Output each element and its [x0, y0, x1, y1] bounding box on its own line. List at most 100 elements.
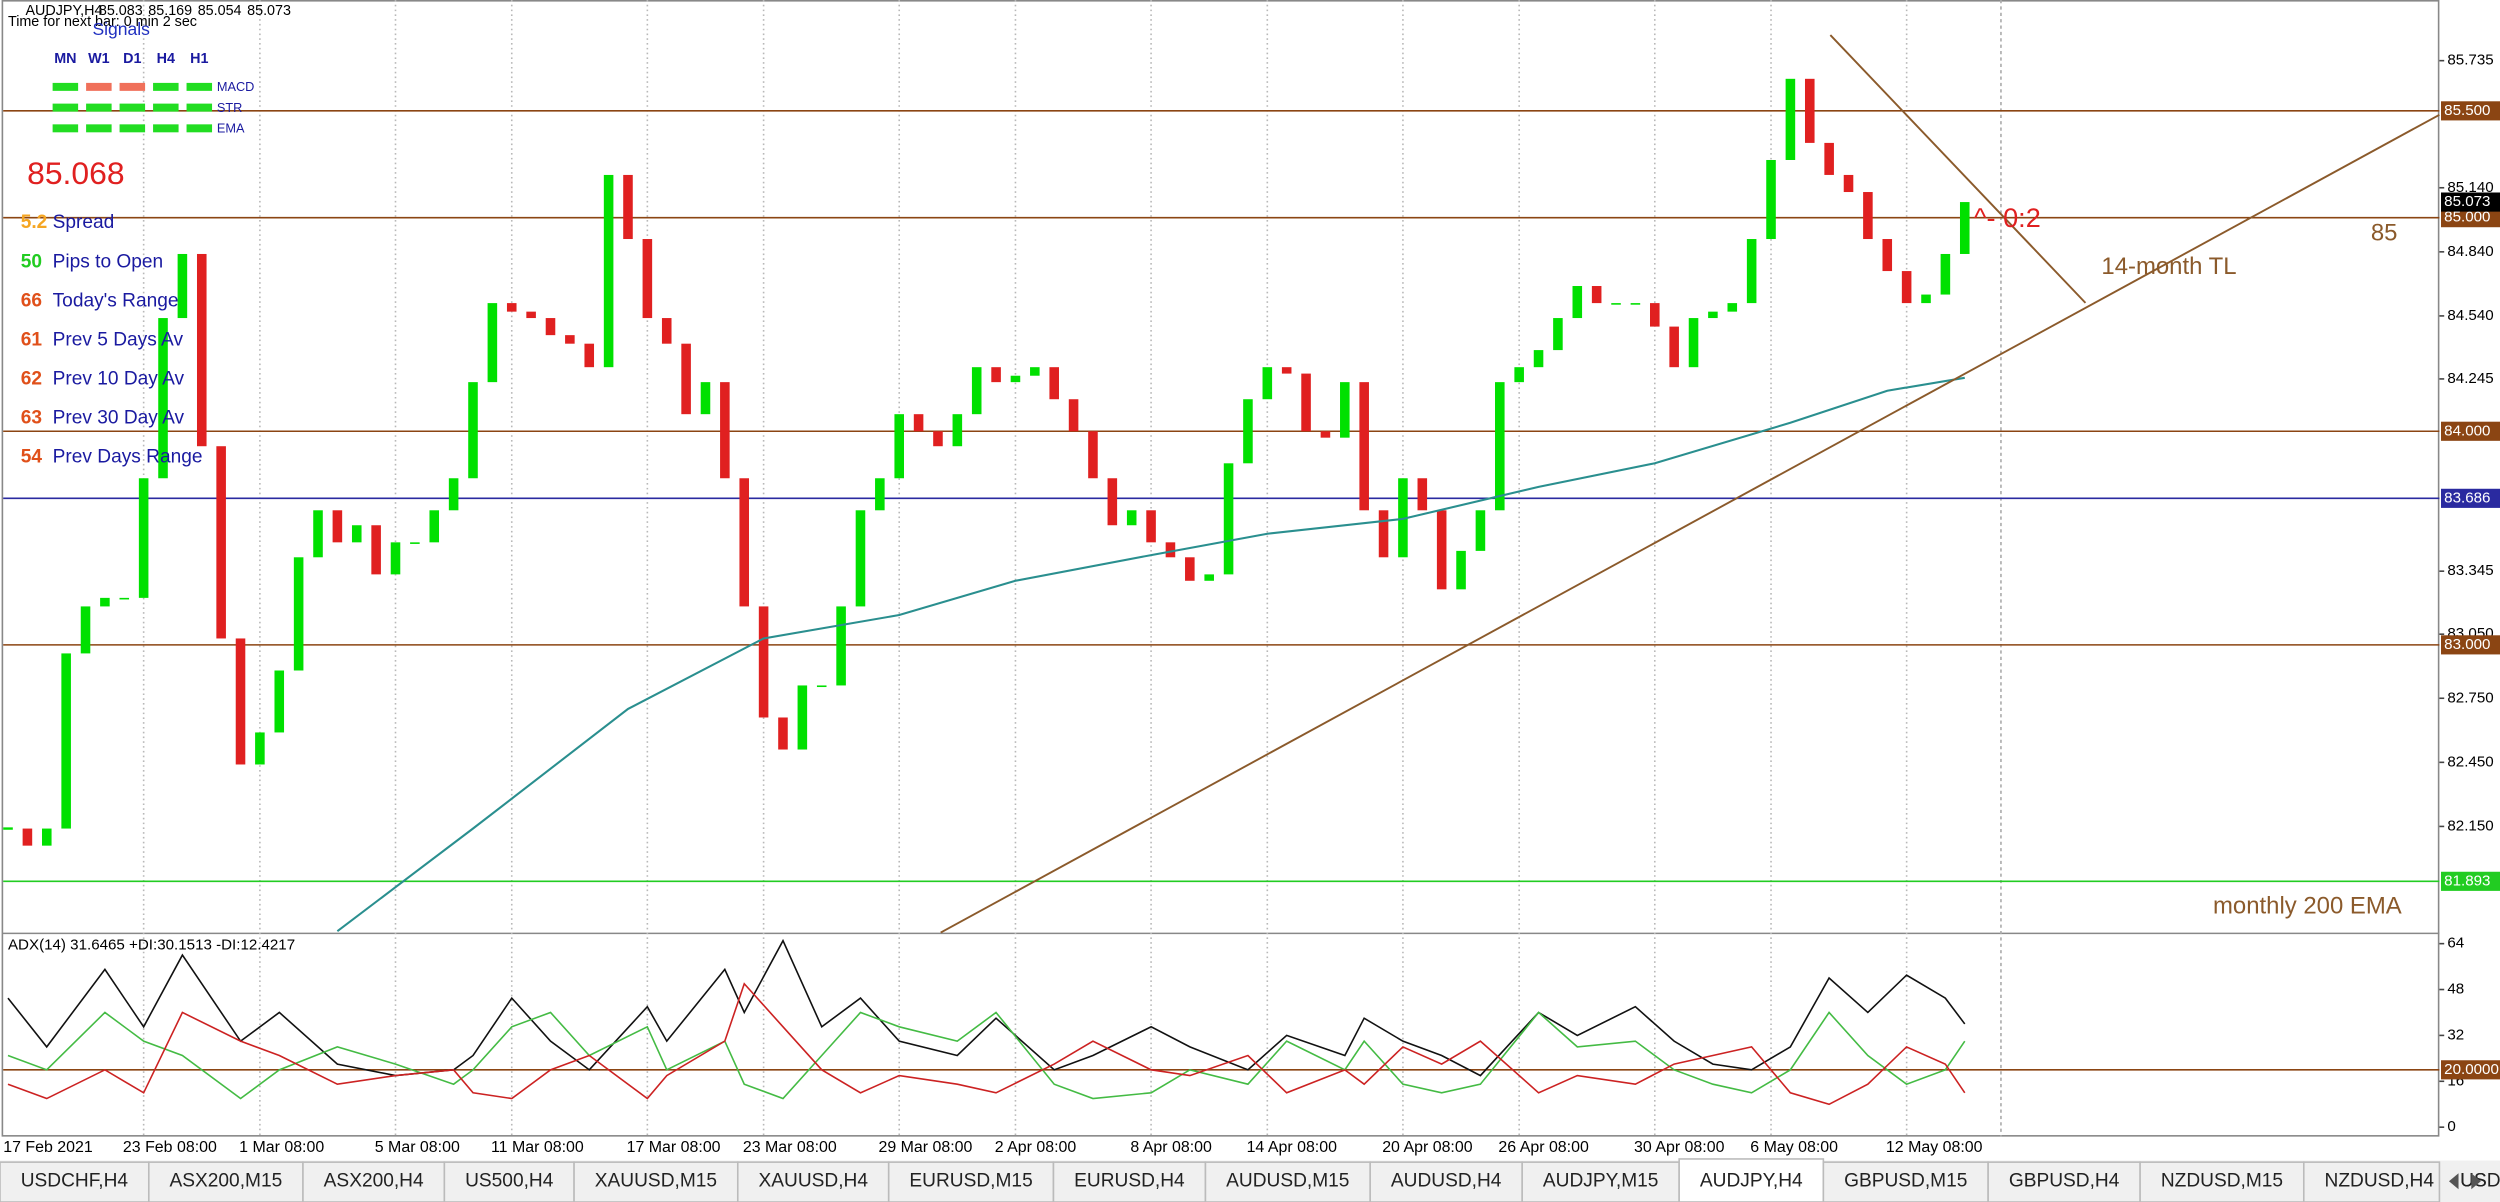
candle: [855, 510, 866, 607]
signal-box: [153, 124, 179, 133]
timeframe-label: W1: [88, 51, 110, 67]
indicator-line: [7, 1011, 1966, 1100]
timeframe-label: H4: [157, 51, 175, 67]
candle: [1126, 510, 1137, 526]
tab[interactable]: [1987, 1161, 2141, 1202]
candle: [797, 685, 808, 750]
tab[interactable]: [1369, 1161, 1523, 1202]
tab-scroll-right[interactable]: [2471, 1173, 2481, 1190]
candle: [1146, 510, 1156, 543]
indicator-title: ADX(14) 31.6465 +DI:30.1513 -DI:12.4217: [8, 936, 295, 953]
y-tick-label: 82.750: [2447, 689, 2493, 706]
tab-label[interactable]: AUDJPY,M15: [1543, 1170, 1659, 1191]
tab-label[interactable]: AUDUSD,H4: [1391, 1170, 1502, 1191]
annotation: monthly 200 EMA: [2213, 892, 2402, 919]
level-box: [2441, 488, 2500, 508]
signal-box: [86, 124, 112, 133]
candle: [1746, 239, 1757, 304]
signal-box: [52, 124, 79, 133]
tab[interactable]: [147, 1161, 304, 1202]
stat-value: 5.2: [21, 212, 48, 233]
candle: [1204, 574, 1214, 581]
tab-label[interactable]: US500,H4: [465, 1170, 554, 1191]
candle: [1824, 142, 1834, 175]
candle: [448, 478, 459, 511]
tab-label[interactable]: NZDUSD,H4: [2325, 1170, 2435, 1191]
candle: [196, 253, 207, 447]
candle: [1301, 373, 1311, 432]
annotation: 14-month TL: [2101, 253, 2236, 280]
stat-value: 61: [21, 329, 43, 350]
level-label: 85.000: [2444, 209, 2490, 226]
tab[interactable]: [573, 1161, 739, 1202]
stat-value: 63: [21, 408, 42, 429]
tab-scroll-left[interactable]: [2448, 1173, 2459, 1190]
candle: [487, 303, 498, 383]
tab-label[interactable]: USDCHF,H4: [21, 1170, 129, 1191]
ohlc-value: 85.169: [148, 3, 192, 19]
tab[interactable]: [443, 1161, 575, 1202]
timeframe-label: D1: [123, 51, 141, 67]
tab[interactable]: [2302, 1161, 2441, 1202]
tab[interactable]: [1521, 1161, 1680, 1202]
stat-label: Prev 10 Day Av: [53, 368, 185, 389]
candle: [623, 174, 633, 240]
tab-label[interactable]: NZDUSD,M15: [2161, 1170, 2283, 1191]
tab[interactable]: [736, 1161, 890, 1202]
tab-label[interactable]: ASX200,H4: [324, 1170, 424, 1191]
tab-label[interactable]: EURUSD,H4: [1074, 1170, 1185, 1191]
candle: [1495, 382, 1505, 511]
tab[interactable]: [887, 1161, 1055, 1202]
tab-label[interactable]: XAUUSD,M15: [595, 1170, 717, 1191]
stat-value: 66: [21, 290, 42, 311]
candle: [1436, 510, 1447, 590]
candle: [1940, 253, 1951, 295]
y-tick-label: 82.450: [2447, 753, 2493, 770]
candle: [1921, 294, 1931, 304]
candle: [526, 311, 536, 319]
tab-label[interactable]: ASX200,M15: [170, 1170, 283, 1191]
candle: [1320, 431, 1331, 438]
candle: [1727, 303, 1738, 312]
candle: [565, 335, 575, 344]
x-tick-label: 26 Apr 08:00: [1498, 1139, 1589, 1156]
tab[interactable]: [2139, 1161, 2305, 1202]
tab-label[interactable]: AUDJPY,H4: [1700, 1170, 1803, 1191]
y-tick-label: 32: [2447, 1026, 2464, 1043]
level-box: [2441, 635, 2500, 655]
candle: [119, 597, 130, 600]
candle: [720, 382, 730, 479]
candle: [1475, 510, 1486, 551]
tab[interactable]: [1822, 1161, 1989, 1202]
chart-frame: [1, 0, 2440, 1137]
level-label: 84.000: [2444, 422, 2490, 439]
tab-label[interactable]: EURUSD,M15: [909, 1170, 1032, 1191]
candle: [816, 685, 827, 688]
candle: [1107, 478, 1118, 526]
tab-label[interactable]: GBPUSD,M15: [1844, 1170, 1967, 1191]
tab-label[interactable]: GBPUSD,H4: [2009, 1170, 2120, 1191]
candle: [1068, 399, 1079, 432]
tab[interactable]: [302, 1161, 446, 1202]
candle: [1591, 286, 1602, 304]
y-tick-label: 85.735: [2447, 52, 2493, 69]
candle: [661, 318, 672, 344]
candle: [681, 343, 691, 415]
candle: [913, 414, 924, 432]
candle: [1611, 303, 1621, 305]
x-tick-label: 17 Feb 2021: [3, 1139, 93, 1156]
candle: [468, 382, 478, 479]
signal-box: [186, 103, 213, 112]
signal-row-label: MACD: [217, 79, 255, 94]
candle: [1010, 375, 1021, 383]
y-tick-label: 83.345: [2447, 562, 2493, 579]
candle: [429, 510, 440, 543]
tab-label[interactable]: XAUUSD,H4: [759, 1170, 869, 1191]
candle: [293, 557, 304, 671]
tab-label[interactable]: AUDUSD,M15: [1226, 1170, 1349, 1191]
annotation: 85: [2371, 220, 2398, 247]
candle: [1766, 159, 1776, 240]
tab[interactable]: [1678, 1158, 1825, 1202]
stat-label: Prev 30 Day Av: [53, 408, 185, 429]
